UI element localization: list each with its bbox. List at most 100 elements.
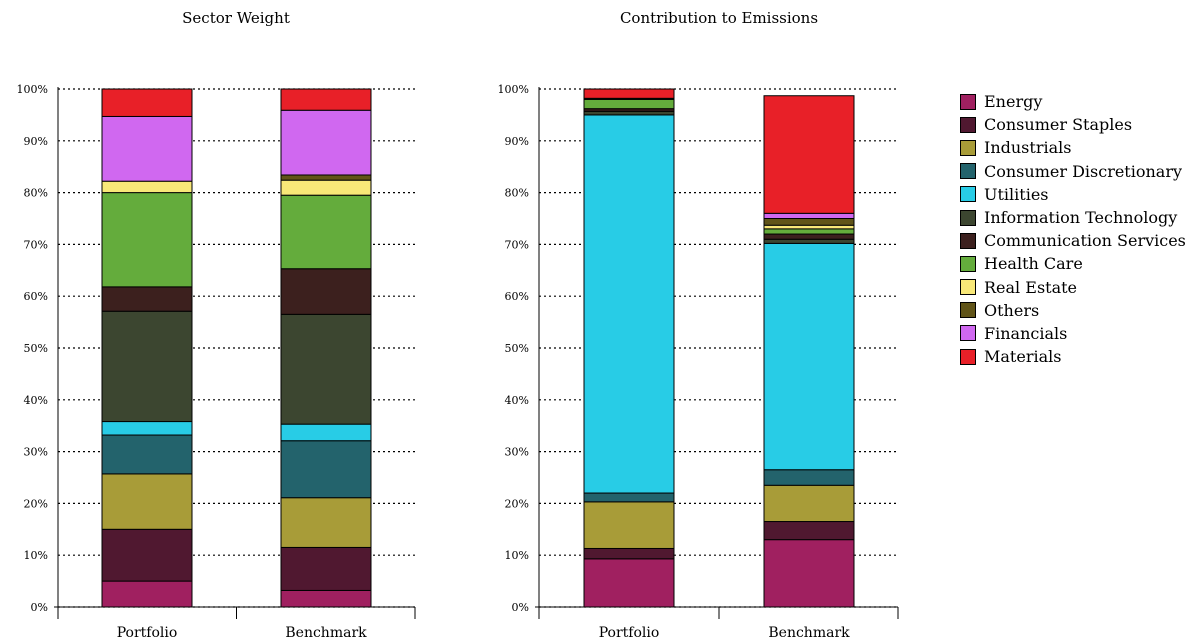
sector-weight-bar-benchmark-utilities [280,423,372,442]
sector-weight-ytick-label: 20% [24,497,48,510]
contribution-to-emissions-ytick-label: 60% [505,290,529,303]
contribution-to-emissions-bar-portfolio-materials [583,88,675,99]
sector-weight-bar-benchmark-others [280,174,372,181]
sector-weight-xtick-label-portfolio: Portfolio [117,625,178,641]
legend-label-information-technology: Information Technology [984,208,1178,228]
sector-weight-ytick-label: 90% [24,135,48,148]
sector-weight-xtick-label-benchmark: Benchmark [285,625,367,641]
legend-item-materials: Materials [960,345,1186,368]
sector-weight-ytick-label: 100% [17,83,48,96]
sector-weight-bar-benchmark-financials [280,109,372,176]
sector-weight-bar-portfolio-industrials [101,473,193,530]
contribution-to-emissions-xtick-label-portfolio: Portfolio [599,625,660,641]
contribution-to-emissions-bar-portfolio-health-care [583,98,675,110]
sector-weight-bar-benchmark-real-estate [280,179,372,196]
legend-swatch-consumer-staples [960,116,976,133]
legend-label-energy: Energy [984,92,1043,112]
legend-swatch-information-technology [960,209,976,226]
contribution-to-emissions-bar-portfolio-industrials [583,501,675,549]
contribution-to-emissions-title: Contribution to Emissions [620,9,818,27]
legend-swatch-consumer-discretionary [960,163,976,180]
sector-weight-ytick-label: 0% [31,601,48,614]
sector-weight-bar-portfolio-financials [101,115,193,182]
legend-item-energy: Energy [960,90,1186,113]
contribution-to-emissions-ytick-label: 80% [505,187,529,200]
legend-label-utilities: Utilities [984,184,1049,204]
legend-item-consumer-discretionary: Consumer Discretionary [960,160,1186,183]
contribution-to-emissions-bar-portfolio-consumer-staples [583,547,675,560]
contribution-to-emissions-ytick-label: 90% [505,135,529,148]
contribution-to-emissions-ytick-label: 10% [505,549,529,562]
legend-item-utilities: Utilities [960,183,1186,206]
sector-weight-bar-portfolio-energy [101,580,193,608]
contribution-to-emissions-bar-portfolio-information-technology [583,110,675,116]
contribution-to-emissions-bar-benchmark-utilities [763,242,855,471]
sector-weight-bar-portfolio-real-estate [101,180,193,194]
sector-weight-bar-benchmark-health-care [280,194,372,270]
contribution-to-emissions-ytick-label: 30% [505,446,529,459]
contribution-to-emissions-ytick-label: 100% [498,83,529,96]
contribution-to-emissions-chart: Contribution to Emissions 0% 10% 20% 30% 40% 5… [498,9,899,641]
legend-item-industrials: Industrials [960,136,1186,159]
sector-weight-bar-benchmark-consumer-discretionary [280,440,372,499]
contribution-to-emissions-bar-portfolio-consumer-discretionary [583,492,675,503]
sector-weight-bar-portfolio-communication-services [101,286,193,312]
contribution-to-emissions-bar-benchmark-consumer-staples [763,521,855,541]
sector-weight-bar-portfolio-consumer-discretionary [101,434,193,475]
legend-swatch-financials [960,325,976,342]
sector-weight-bar-benchmark-materials [280,88,372,111]
contribution-to-emissions-bar-benchmark-health-care [763,228,855,235]
legend-label-communication-services: Communication Services [984,231,1186,251]
legend-item-information-technology: Information Technology [960,206,1186,229]
legend-label-industrials: Industrials [984,138,1072,158]
contribution-to-emissions-ytick-label: 0% [512,601,529,614]
legend-label-others: Others [984,300,1040,320]
sector-weight-bar-portfolio-information-technology [101,310,193,423]
sector-weight-ytick-label: 60% [24,290,48,303]
legend-label-consumer-discretionary: Consumer Discretionary [984,161,1183,181]
legend: Energy Consumer Staples Industrials Cons… [960,90,1186,368]
legend-swatch-energy [960,93,976,110]
sector-weight-bar-benchmark-communication-services [280,268,372,315]
contribution-to-emissions-bar-benchmark-materials [763,95,855,214]
legend-label-health-care: Health Care [984,254,1083,274]
legend-label-real-estate: Real Estate [984,277,1078,297]
contribution-to-emissions-ytick-label: 20% [505,497,529,510]
sector-weight-ytick-label: 10% [24,549,48,562]
sector-weight-title: Sector Weight [182,9,290,27]
contribution-to-emissions-bar-portfolio-utilities [583,114,675,494]
sector-weight-bar-benchmark-industrials [280,497,372,548]
legend-item-financials: Financials [960,322,1186,345]
sector-weight-ytick-label: 40% [24,394,48,407]
legend-swatch-communication-services [960,232,976,249]
contribution-to-emissions-ytick-label: 70% [505,238,529,251]
sector-weight-ytick-label: 50% [24,342,48,355]
legend-item-others: Others [960,299,1186,322]
sector-weight-bar-benchmark-information-technology [280,313,372,425]
legend-item-real-estate: Real Estate [960,276,1186,299]
legend-swatch-others [960,302,976,319]
sector-weight-bar-portfolio-health-care [101,192,193,288]
sector-weight-bar-benchmark-consumer-staples [280,546,372,591]
contribution-to-emissions-bar-benchmark-consumer-discretionary [763,469,855,486]
contribution-to-emissions-bar-benchmark-industrials [763,484,855,523]
contribution-to-emissions-bar-benchmark-information-technology [763,238,855,244]
sector-weight-bar-benchmark-energy [280,589,372,608]
contribution-to-emissions-bar-benchmark-real-estate [763,224,855,230]
contribution-to-emissions-bar-benchmark-financials [763,212,855,220]
contribution-to-emissions-ytick-label: 50% [505,342,529,355]
contribution-to-emissions-ytick-label: 40% [505,394,529,407]
legend-swatch-industrials [960,139,976,156]
legend-swatch-real-estate [960,279,976,296]
contribution-to-emissions-bar-portfolio-energy [583,558,675,608]
sector-weight-chart: Sector Weight 0% 10% 20% 30% 40% 50% 60% 70% 80% 9… [17,9,416,641]
contribution-to-emissions-xtick-label-benchmark: Benchmark [768,625,850,641]
legend-swatch-utilities [960,186,976,203]
sector-weight-ytick-label: 70% [24,238,48,251]
legend-item-consumer-staples: Consumer Staples [960,113,1186,136]
legend-label-materials: Materials [984,347,1062,367]
legend-item-communication-services: Communication Services [960,229,1186,252]
sector-weight-bar-portfolio-consumer-staples [101,528,193,582]
sector-weight-bar-portfolio-materials [101,88,193,117]
